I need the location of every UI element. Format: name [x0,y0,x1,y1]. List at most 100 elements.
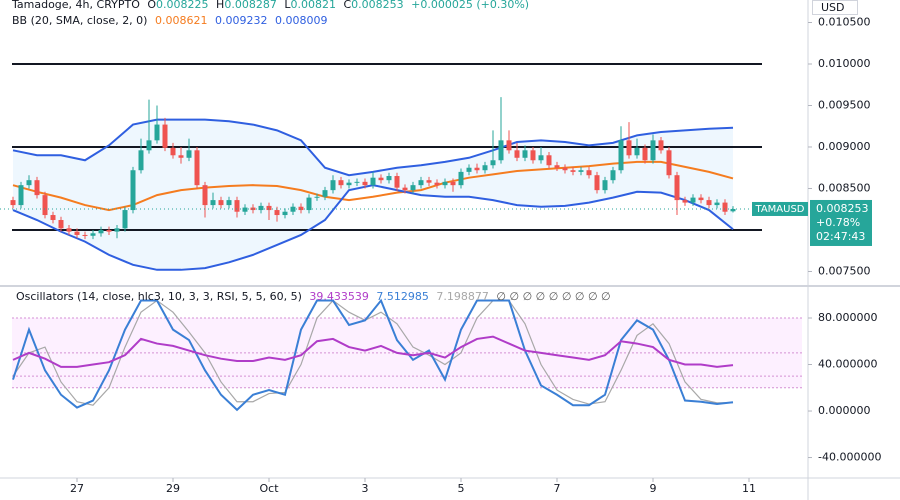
candle-body [514,150,520,158]
price-tag-change: +0.78% [816,216,860,229]
candle-body [338,180,344,186]
y-tick-label: -40.000000 [818,451,881,464]
candle-body [482,165,488,171]
currency-box[interactable]: USD [812,0,858,15]
candle-body [106,229,112,232]
candle-body [522,150,528,158]
candle-body [114,228,120,232]
candle-body [562,167,568,171]
candle-body [546,155,552,166]
candle-body [146,140,152,151]
candle-body [386,176,392,181]
candle-body [266,205,272,211]
candle-body [642,147,648,161]
candle-body [202,185,208,206]
candle-body [154,124,160,141]
candle-body [666,150,672,176]
candle-body [626,140,632,156]
candle-body [194,150,200,186]
candle-body [242,207,248,212]
candle-body [530,150,536,161]
y-tick-label: 0.010500 [818,15,871,28]
candle-body [330,180,336,191]
candle-body [474,167,480,171]
y-tick-label: 0.000000 [818,404,871,417]
y-tick-label: 0.009500 [818,98,871,111]
candle-body [130,170,136,211]
candle-body [610,170,616,181]
ohlc-value: 0.008253 [351,0,404,11]
osc-line [12,298,734,412]
x-tick-label: 9 [650,482,657,495]
y-tick-label: 0.009000 [818,140,871,153]
candle-body [178,155,184,158]
bb-value: 0.009232 [214,14,268,27]
candle-body [674,175,680,201]
symbol-tag [752,201,808,216]
candle-body [258,205,264,211]
candle-body [82,234,88,236]
candle-body [650,140,656,161]
bb-header: BB (20, SMA, close, 2, 0) 0.008621 0.009… [12,14,331,27]
candle-body [602,180,608,191]
candle-body [282,211,288,216]
x-tick-label: Oct [259,482,279,495]
price-tag-countdown: 02:47:43 [816,230,865,243]
candle-body [594,175,600,191]
osc-title: Oscillators (14, close, hlc3, 10, 3, 3, … [16,290,302,303]
bb-value: 0.008009 [274,14,328,27]
candle-body [570,170,576,172]
candle-body [162,124,168,148]
osc-line [12,299,734,406]
candle-body [362,181,368,186]
osc-markers: ∅ ∅ ∅ ∅ ∅ ∅ ∅ ∅ ∅ [496,290,611,303]
candle-body [98,229,104,234]
ohlc-value: 0.00821 [290,0,336,11]
osc-value: 39.433539 [309,290,369,303]
candle-body [658,140,664,151]
currency: USD [821,1,845,14]
candle-body [122,210,128,229]
candle-body [170,147,176,156]
ohlc-value: 0.008287 [224,0,277,11]
ohlc-label: H [216,0,225,11]
candle-body [138,150,144,171]
y-tick-label: 0.008500 [818,181,871,194]
candle-body [42,195,48,216]
candle-body [410,185,416,191]
candle-body [26,180,32,186]
candle-body [210,200,216,206]
candle-body [426,180,432,183]
x-tick-label: 7 [554,482,561,495]
candle-body [58,220,64,229]
candle-body [322,190,328,197]
candle-body [618,140,624,171]
candle-body [90,233,96,236]
x-tick-label: 27 [70,482,84,495]
symbol-title: Tamadoge, 4h, CRYPTO [12,0,140,11]
candle-body [690,197,696,203]
candle-body [370,177,376,186]
candle-body [218,200,224,206]
price-tag [810,199,872,246]
price-tag-value: 0.008253 [816,202,869,215]
change: +0.000025 (+0.30%) [411,0,530,11]
candle-body [274,210,280,216]
candle-body [506,140,512,151]
ohlc-value: 0.008225 [156,0,209,11]
candle-body [234,200,240,212]
candle-body [554,165,560,168]
symbol-tag-text: TAMAUSD [754,204,804,215]
candle-body [402,187,408,191]
candle-body [346,182,352,186]
candle-body [378,177,384,181]
y-tick-label: 40.000000 [818,358,878,371]
candle-body [458,171,464,186]
candle-body [450,181,456,186]
osc-header: Oscillators (14, close, hlc3, 10, 3, 3, … [16,290,615,303]
candle-body [434,182,440,186]
candle-body [682,200,688,203]
y-tick-label: 0.010000 [818,57,871,70]
candle-body [586,170,592,176]
